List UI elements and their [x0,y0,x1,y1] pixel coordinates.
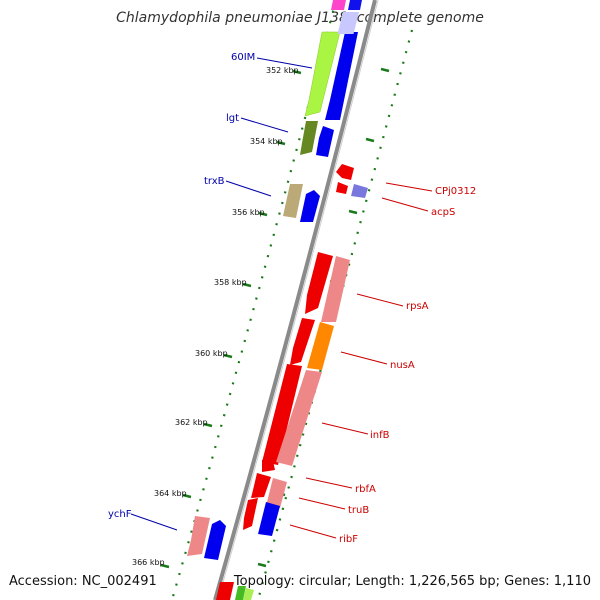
gene-ribF-arrow [243,498,258,530]
gene-label-truB: truB [348,505,369,516]
genome-stats-text: Topology: circular; Length: 1,226,565 bp… [233,574,591,589]
outer-major-tick-2 [258,211,268,217]
gene-label-rbfA: rbfA [355,484,376,495]
gene-orf-blue-5 [204,520,226,560]
leader-60IM [256,57,313,69]
inner-major-tick-0 [380,67,390,73]
gene-infB-pink [276,370,322,466]
gene-bottom-green [235,586,246,600]
gene-lgt-arrow [300,121,318,155]
gene-orf-blue-3 [300,190,320,222]
tick-label-364: 364 kbp [154,489,187,498]
outer-major-tick-5 [203,422,213,428]
outer-major-tick-3 [242,282,252,288]
gene-orf-blue-4 [258,502,280,536]
tick-label-356: 356 kbp [232,208,265,217]
gene-truB-pink [266,478,287,508]
gene-ychF-pink [187,516,210,556]
leader-rbfA [305,477,353,489]
genome-backbone-shadow [217,0,379,600]
gene-top-lilac [337,12,360,34]
gene-bottom-lime [243,588,254,600]
right-gene-labels: CPj0312 acpS rpsA nusA infB rbfA truB ri… [289,182,476,545]
tick-label-358: 358 kbp [214,278,247,287]
tick-label-362: 362 kbp [175,418,208,427]
gene-nusA-orange [307,322,334,370]
inner-major-tick-1 [365,137,375,143]
gene-acpS-lilac [351,184,368,198]
gene-rpsA-arrow [305,252,333,314]
gene-label-acpS: acpS [431,207,455,218]
outer-major-tick-6 [182,493,192,499]
forward-genes [187,0,362,600]
leader-infB [321,422,369,435]
outer-major-tick-1 [276,140,286,146]
gene-rbfA-arrow [262,456,275,472]
outer-major-tick-4 [223,353,233,359]
leader-nusA [340,351,388,365]
leader-ribF [289,524,337,539]
gene-acpS-arrow [336,182,348,194]
tick-labels: 352 kbp 354 kbp 356 kbp 358 kbp 360 kbp … [132,66,299,567]
tick-label-352: 352 kbp [266,66,299,75]
map-title: Chlamydophila pneumoniae J138, complete … [116,10,484,26]
gene-label-lgt: lgt [226,113,239,124]
outer-major-tick-7 [160,563,170,569]
leader-acpS [381,197,429,212]
leader-ychF [130,513,178,531]
leader-trxB [225,180,272,197]
gene-label-60IM: 60IM [231,52,255,63]
tick-label-360: 360 kbp [195,349,228,358]
gene-label-ribF: ribF [339,534,358,545]
gene-top-magenta [331,0,346,10]
leader-truB [298,497,346,510]
gene-CPj0312-arrow [336,164,354,180]
inner-track-genes [235,164,368,600]
inner-major-tick-7 [257,562,267,568]
gene-label-infB: infB [370,430,390,441]
gene-orf-blue-2 [316,126,334,157]
accession-text: Accession: NC_002491 [9,574,157,589]
leader-lgt [240,117,289,133]
gene-truB-arrow [251,473,271,498]
genome-backbone [213,0,377,600]
gene-label-CPj0312: CPj0312 [435,186,476,197]
gene-label-ychF: ychF [108,509,132,520]
gene-label-rpsA: rpsA [406,301,429,312]
gene-nusA-arrow [290,318,315,365]
inner-major-tick-2 [348,209,358,215]
left-gene-labels: 60IM lgt trxB ychF [108,52,313,531]
gene-orf-blue-1 [325,32,358,120]
tick-label-366: 366 kbp [132,558,165,567]
gene-trxB-arrow [283,184,303,218]
gene-label-trxB: trxB [204,176,225,187]
gene-infB-arrow [262,364,302,465]
gene-rpsA-pink [321,256,350,322]
outer-major-tick-0 [292,69,302,75]
gene-label-nusA: nusA [390,360,415,371]
leader-CPj0312 [385,182,433,192]
leader-rpsA [356,293,404,307]
gene-top-blue [348,0,362,10]
tick-label-354: 354 kbp [250,137,283,146]
gene-60IM-arrow [304,31,341,117]
gene-bottom-red [216,582,234,600]
